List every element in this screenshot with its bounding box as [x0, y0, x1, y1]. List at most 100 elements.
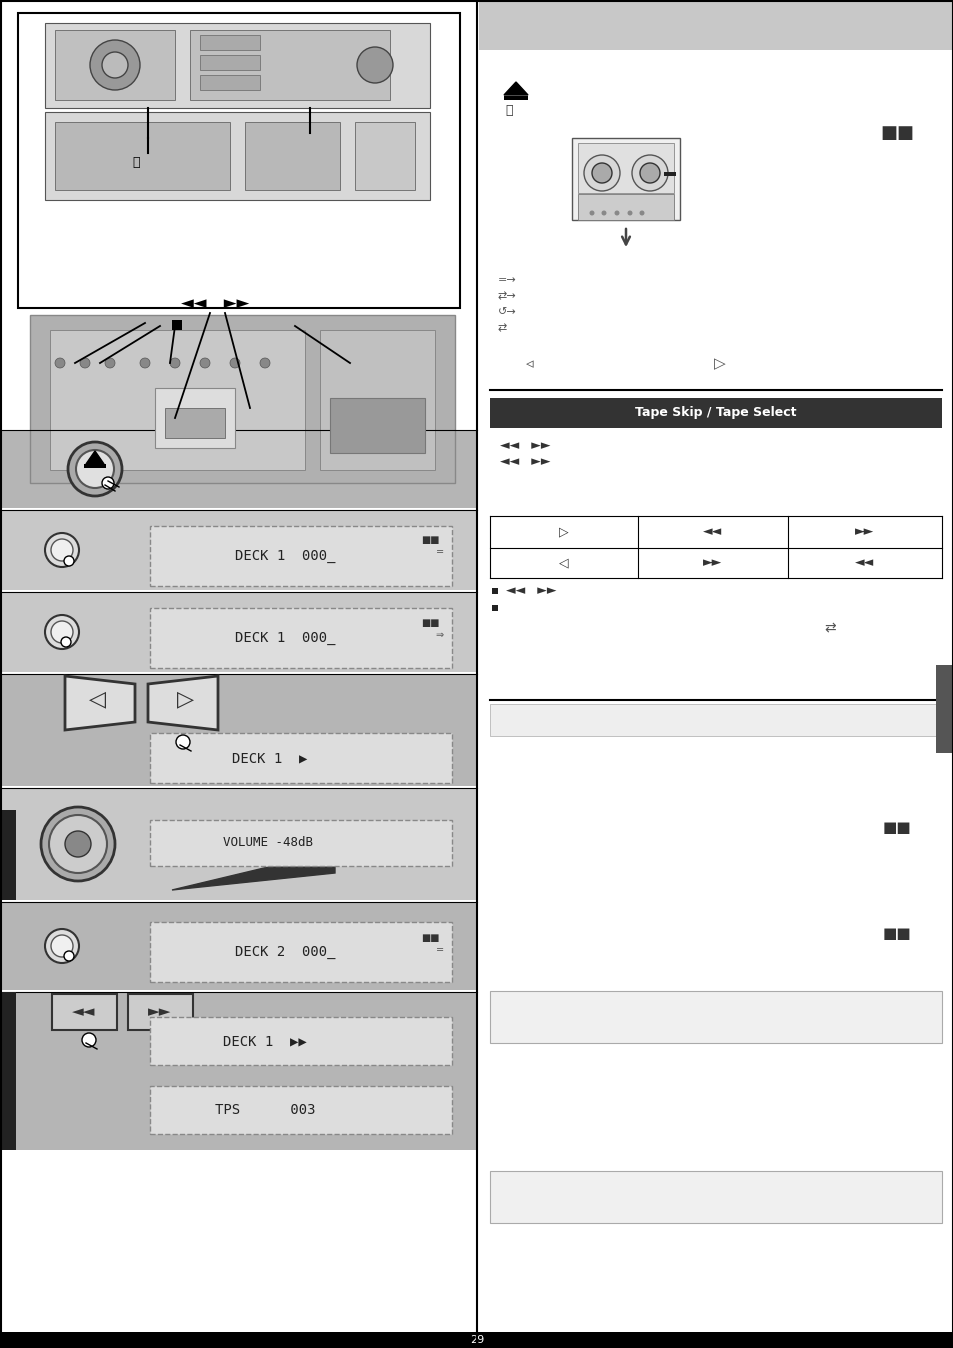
- Text: ◄◄   ►►: ◄◄ ►►: [505, 585, 556, 597]
- Circle shape: [65, 830, 91, 857]
- Circle shape: [105, 359, 115, 368]
- Circle shape: [45, 532, 79, 568]
- Text: 29: 29: [470, 1335, 483, 1345]
- Bar: [150, 922, 452, 981]
- Bar: [200, 55, 260, 70]
- Bar: [572, 137, 679, 220]
- Text: =: =: [436, 547, 443, 557]
- Bar: [150, 820, 452, 865]
- Text: ⇄: ⇄: [823, 621, 835, 635]
- Bar: [490, 398, 941, 429]
- Polygon shape: [148, 675, 218, 731]
- Bar: [319, 330, 435, 470]
- Text: ▷: ▷: [177, 689, 194, 709]
- Circle shape: [592, 163, 612, 183]
- Text: ◃: ◃: [526, 356, 534, 372]
- Bar: [0, 674, 476, 786]
- Circle shape: [601, 210, 606, 216]
- Text: DECK 1  ▶: DECK 1 ▶: [233, 751, 308, 766]
- Text: DECK 1  ▶▶: DECK 1 ▶▶: [223, 1034, 307, 1047]
- Bar: [150, 733, 452, 783]
- Text: ⏻: ⏻: [132, 156, 139, 170]
- Text: ■■: ■■: [420, 535, 438, 545]
- Text: ▷: ▷: [558, 526, 568, 538]
- Text: =: =: [436, 945, 443, 954]
- Circle shape: [68, 442, 122, 496]
- Text: ◄◄   ►►: ◄◄ ►►: [499, 456, 550, 469]
- Circle shape: [170, 359, 180, 368]
- Bar: [150, 526, 452, 586]
- Polygon shape: [503, 82, 527, 94]
- Text: ↺→: ↺→: [497, 307, 517, 317]
- Bar: [355, 123, 415, 190]
- Bar: [330, 398, 424, 453]
- Bar: [663, 173, 676, 177]
- Bar: [478, 1, 951, 50]
- Text: ■■: ■■: [882, 821, 910, 836]
- Bar: [45, 23, 430, 108]
- Bar: [0, 430, 476, 508]
- Bar: [84, 464, 106, 468]
- Bar: [0, 789, 476, 900]
- Bar: [0, 510, 476, 590]
- Circle shape: [51, 621, 73, 643]
- Text: ■■: ■■: [882, 926, 910, 941]
- Text: ■■: ■■: [420, 617, 438, 628]
- Text: Tape Skip / Tape Select: Tape Skip / Tape Select: [635, 407, 796, 419]
- Circle shape: [230, 359, 240, 368]
- Text: ■■: ■■: [879, 124, 913, 142]
- Bar: [150, 608, 452, 669]
- Text: =→: =→: [497, 275, 517, 284]
- Circle shape: [627, 210, 632, 216]
- Bar: [578, 194, 673, 220]
- Bar: [0, 810, 16, 900]
- Bar: [200, 75, 260, 90]
- Circle shape: [639, 163, 659, 183]
- Polygon shape: [86, 452, 104, 464]
- Bar: [503, 96, 527, 100]
- Bar: [128, 993, 193, 1030]
- Text: ▷: ▷: [714, 356, 725, 372]
- Bar: [0, 992, 476, 1150]
- Circle shape: [49, 816, 107, 874]
- Text: ◄◄   ►►: ◄◄ ►►: [499, 439, 550, 453]
- Circle shape: [61, 638, 71, 647]
- Circle shape: [175, 735, 190, 749]
- Bar: [172, 319, 182, 330]
- Circle shape: [41, 807, 115, 882]
- Bar: [0, 992, 16, 1150]
- Text: DECK 2  000_: DECK 2 000_: [234, 945, 335, 958]
- Circle shape: [589, 210, 594, 216]
- Circle shape: [260, 359, 270, 368]
- Bar: [490, 991, 941, 1043]
- Bar: [150, 1086, 452, 1134]
- Circle shape: [45, 929, 79, 962]
- Text: ◄◄: ◄◄: [702, 526, 721, 538]
- Bar: [190, 30, 390, 100]
- Text: ⇄: ⇄: [497, 324, 507, 333]
- Bar: [492, 588, 497, 594]
- Circle shape: [200, 359, 210, 368]
- Bar: [30, 315, 455, 483]
- Circle shape: [639, 210, 644, 216]
- Text: TPS      003: TPS 003: [214, 1103, 314, 1117]
- Text: ►►: ►►: [702, 557, 721, 569]
- Text: ►►: ►►: [148, 1004, 172, 1019]
- Text: ◄◄: ◄◄: [855, 557, 874, 569]
- Text: ⇒: ⇒: [436, 630, 443, 640]
- Text: ◁: ◁: [558, 557, 568, 569]
- Text: ◄◄   ►►: ◄◄ ►►: [181, 294, 249, 311]
- Bar: [55, 30, 174, 100]
- Text: DECK 1  000_: DECK 1 000_: [234, 549, 335, 563]
- Circle shape: [583, 155, 619, 191]
- Text: ⇄→: ⇄→: [497, 291, 517, 301]
- Circle shape: [76, 450, 113, 488]
- Text: ■■: ■■: [420, 933, 438, 944]
- Polygon shape: [172, 851, 335, 890]
- Bar: [0, 592, 476, 673]
- Text: ◁: ◁: [90, 689, 107, 709]
- Polygon shape: [65, 675, 135, 731]
- Circle shape: [64, 950, 74, 961]
- Text: ◄◄: ◄◄: [72, 1004, 95, 1019]
- Circle shape: [90, 40, 140, 90]
